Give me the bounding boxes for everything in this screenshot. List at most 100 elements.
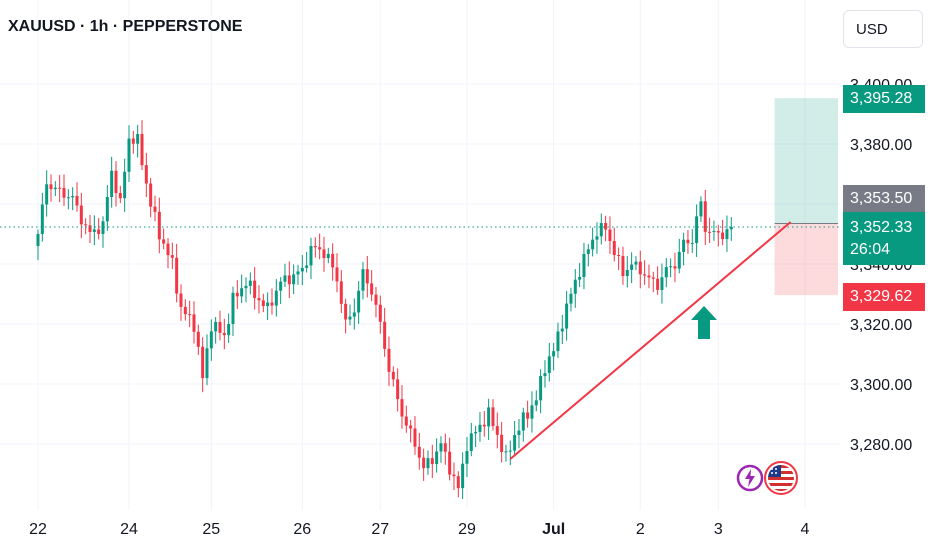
candle[interactable]: [448, 437, 452, 481]
candle[interactable]: [651, 271, 655, 293]
candle[interactable]: [591, 227, 595, 257]
candle[interactable]: [192, 301, 196, 344]
candle[interactable]: [110, 156, 114, 208]
candle[interactable]: [391, 366, 395, 387]
candle[interactable]: [552, 343, 556, 371]
candle[interactable]: [556, 322, 560, 358]
candle[interactable]: [413, 416, 417, 455]
candle[interactable]: [686, 230, 690, 254]
candle[interactable]: [435, 438, 439, 473]
candle[interactable]: [231, 286, 235, 336]
candle[interactable]: [504, 444, 508, 462]
candle[interactable]: [469, 422, 473, 457]
candle[interactable]: [495, 412, 499, 449]
candle[interactable]: [361, 261, 365, 300]
candle[interactable]: [114, 161, 118, 207]
candle[interactable]: [673, 252, 677, 283]
candle[interactable]: [175, 243, 179, 303]
candle[interactable]: [630, 252, 634, 284]
candle[interactable]: [396, 368, 400, 412]
candle[interactable]: [604, 215, 608, 242]
candle[interactable]: [617, 247, 621, 271]
candle[interactable]: [729, 217, 733, 241]
candle[interactable]: [166, 237, 170, 269]
candle[interactable]: [725, 215, 729, 252]
candle[interactable]: [240, 274, 244, 304]
candle[interactable]: [118, 185, 122, 203]
candle[interactable]: [218, 310, 222, 341]
candle[interactable]: [196, 324, 200, 355]
candle[interactable]: [439, 436, 443, 463]
symbol-title[interactable]: XAUUSD · 1h · PEPPERSTONE: [8, 18, 243, 35]
trendline[interactable]: [509, 221, 792, 460]
candle[interactable]: [136, 124, 140, 158]
candle[interactable]: [703, 189, 707, 246]
candle[interactable]: [348, 304, 352, 326]
candle[interactable]: [534, 390, 538, 412]
candle[interactable]: [53, 181, 57, 197]
candle[interactable]: [400, 385, 404, 429]
candle[interactable]: [656, 266, 660, 295]
loss-zone[interactable]: [774, 223, 838, 296]
candle[interactable]: [92, 215, 96, 246]
candle[interactable]: [513, 420, 517, 456]
candle[interactable]: [595, 222, 599, 254]
candle[interactable]: [270, 288, 274, 315]
candle[interactable]: [582, 242, 586, 290]
candle[interactable]: [452, 462, 456, 491]
candle[interactable]: [123, 158, 127, 212]
candle[interactable]: [530, 391, 534, 433]
candle[interactable]: [170, 242, 174, 269]
candle[interactable]: [573, 269, 577, 308]
candle[interactable]: [426, 450, 430, 475]
candle[interactable]: [669, 258, 673, 278]
candle[interactable]: [49, 174, 53, 202]
candle[interactable]: [257, 285, 261, 314]
candle[interactable]: [201, 337, 205, 393]
candle[interactable]: [578, 262, 582, 288]
candle[interactable]: [708, 217, 712, 243]
candle[interactable]: [647, 264, 651, 289]
candle[interactable]: [456, 471, 460, 498]
candle[interactable]: [205, 334, 209, 386]
currency-button[interactable]: USD: [843, 10, 923, 48]
candle[interactable]: [300, 254, 304, 286]
candle[interactable]: [153, 195, 157, 222]
candle[interactable]: [149, 177, 153, 218]
us-flag-icon[interactable]: [763, 460, 799, 496]
candle[interactable]: [296, 264, 300, 285]
candle[interactable]: [634, 256, 638, 271]
candle[interactable]: [162, 228, 166, 250]
candle[interactable]: [75, 182, 79, 212]
up-arrow-icon[interactable]: [691, 306, 717, 339]
candle[interactable]: [478, 412, 482, 442]
candle[interactable]: [279, 277, 283, 304]
candle[interactable]: [131, 130, 135, 154]
candle[interactable]: [517, 419, 521, 449]
candle[interactable]: [157, 197, 161, 254]
candle[interactable]: [266, 292, 270, 321]
candle[interactable]: [274, 279, 278, 317]
candle[interactable]: [482, 411, 486, 437]
candle[interactable]: [500, 421, 504, 463]
candle[interactable]: [409, 419, 413, 443]
candle[interactable]: [695, 204, 699, 257]
candle[interactable]: [612, 227, 616, 262]
candle[interactable]: [283, 263, 287, 287]
candle[interactable]: [179, 284, 183, 321]
candle[interactable]: [188, 300, 192, 328]
candle[interactable]: [374, 287, 378, 318]
candle[interactable]: [521, 407, 525, 442]
candle[interactable]: [370, 270, 374, 302]
candle[interactable]: [474, 425, 478, 448]
candle[interactable]: [318, 233, 322, 260]
candle[interactable]: [66, 189, 70, 210]
candle[interactable]: [335, 253, 339, 293]
profit-zone[interactable]: [774, 98, 838, 224]
candle[interactable]: [322, 236, 326, 272]
candle[interactable]: [40, 192, 44, 242]
candle[interactable]: [643, 260, 647, 285]
candle[interactable]: [599, 213, 603, 245]
candle[interactable]: [339, 270, 343, 314]
